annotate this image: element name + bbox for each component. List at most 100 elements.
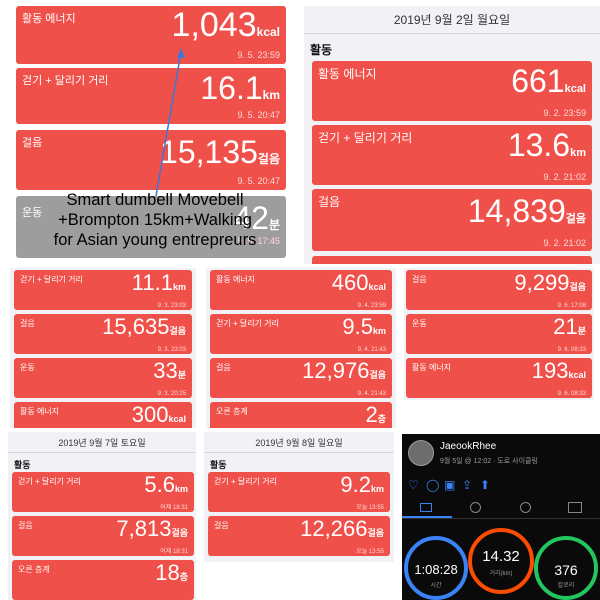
card-time: 9. 2. 21:02 xyxy=(543,172,586,182)
card-value: 18층 xyxy=(155,560,188,585)
card-steps[interactable]: 걸음 12,266걸음 오늘 13:55 xyxy=(208,516,390,556)
card-active-energy[interactable]: 활동 에너지 1,043kcal 9. 5. 23:59 xyxy=(16,6,286,64)
card-value: 9.2km xyxy=(340,472,384,497)
heart-icon[interactable]: ♡ xyxy=(408,478,419,492)
card-time: 오늘 13:55 xyxy=(356,505,384,511)
card-flights[interactable]: 오른 층계 18층 xyxy=(12,560,194,600)
calories-label: 칼로리 xyxy=(557,583,575,589)
panel-sep8: 2019년 9월 8일 일요일 활동 걷기 + 달리기 거리 9.2km 오늘 … xyxy=(204,432,394,562)
divider xyxy=(304,33,600,34)
card-label: 걷기 + 달리기 거리 xyxy=(214,477,277,486)
panel-sep4: 활동 에너지 460kcal 9. 4. 23:59 걷기 + 달리기 거리 9… xyxy=(206,268,396,428)
athlete-name[interactable]: JaeookRhee xyxy=(440,441,497,452)
card-time: 9. 3. 23:03 xyxy=(157,347,186,353)
share-icon[interactable]: ⇪ xyxy=(462,478,473,492)
card-time: 9. 2. 23:59 xyxy=(543,108,586,118)
card-label: 오른 층계 xyxy=(18,565,50,574)
card-value: 15,135걸음 xyxy=(160,134,280,170)
tab-analysis[interactable] xyxy=(552,498,600,518)
card-label: 걷기 + 달리기 거리 xyxy=(22,75,109,87)
date-header: 2019년 9월 8일 일요일 xyxy=(255,438,343,448)
card-steps[interactable]: 걸음 15,635걸음 9. 3. 23:03 xyxy=(14,314,192,354)
panel-sep2: 2019년 9월 2일 월요일 활동 활동 에너지 661kcal 9. 2. … xyxy=(304,6,600,264)
card-value: 11.1km xyxy=(131,270,186,295)
card-active-energy[interactable]: 활동 에너지 193kcal 9. 6. 08:33 xyxy=(406,358,592,398)
card-active-energy[interactable]: 활동 에너지 300kcal xyxy=(14,402,192,428)
card-active-energy[interactable]: 활동 에너지 460kcal 9. 4. 23:59 xyxy=(210,270,392,310)
card-time: 9. 4. 23:59 xyxy=(357,303,386,309)
card-time: 9. 4. 21:43 xyxy=(357,347,386,353)
card-distance[interactable]: 걷기 + 달리기 거리 16.1km 9. 5. 20:47 xyxy=(16,68,286,124)
camera-icon[interactable]: ▣ xyxy=(444,478,456,492)
card-label: 활동 에너지 xyxy=(20,407,60,416)
card-value: 9,299걸음 xyxy=(514,270,586,295)
card-steps[interactable]: 걸음 14,839걸음 9. 2. 21:02 xyxy=(312,189,592,251)
card-time: 9. 5. 23:59 xyxy=(237,50,280,60)
card-value: 13.6km xyxy=(507,127,586,163)
card-label: 걸음 xyxy=(318,195,341,209)
card-value: 21분 xyxy=(553,314,586,339)
card-label: 운동 xyxy=(22,207,43,219)
card-value: 9.5km xyxy=(342,314,386,339)
section-title: 활동 xyxy=(14,460,31,470)
calories-ring xyxy=(534,536,598,600)
card-time: 어제 18:31 xyxy=(160,505,188,511)
card-value: 1,043kcal xyxy=(171,6,280,44)
card-value: 193kcal xyxy=(531,358,586,383)
card-label: 오른 층계 xyxy=(216,407,248,416)
card-steps[interactable]: 걸음 7,813걸음 어제 18:31 xyxy=(12,516,194,556)
card-time: 오늘 13:55 xyxy=(356,549,384,555)
upload-icon[interactable]: ⬆ xyxy=(480,478,491,492)
card-label: 걸음 xyxy=(22,137,43,149)
card-label: 걸음 xyxy=(216,363,231,372)
divider xyxy=(8,452,196,453)
card-label: 걷기 + 달리기 거리 xyxy=(318,131,413,145)
card-label: 활동 에너지 xyxy=(22,13,76,25)
card-exercise[interactable]: 운동 42분 9. 5. 17:45 xyxy=(16,196,286,258)
card-flights[interactable]: 오른 층계 2층 xyxy=(210,402,392,428)
card-distance[interactable]: 걷기 + 달리기 거리 13.6km 9. 2. 21:02 xyxy=(312,125,592,185)
card-exercise[interactable]: 운동 21분 9. 6. 08:33 xyxy=(406,314,592,354)
panel-sep3: 걷기 + 달리기 거리 11.1km 9. 3. 23:03 걸음 15,635… xyxy=(10,268,196,428)
date-header: 2019년 9월 7일 토요일 xyxy=(58,438,146,448)
date-header: 2019년 9월 2일 월요일 xyxy=(393,13,511,27)
card-active-energy[interactable]: 활동 에너지 661kcal 9. 2. 23:59 xyxy=(312,61,592,121)
card-time: 9. 3. 20:25 xyxy=(157,391,186,397)
card-steps[interactable]: 걸음 9,299걸음 9. 6. 17:08 xyxy=(406,270,592,310)
card-steps[interactable]: 걸음 15,135걸음 9. 5. 20:47 xyxy=(16,130,286,190)
activity-meta: 9월 5일 @ 12:02 · 도로 사이클링 xyxy=(440,458,538,465)
time-value: 1:08:28 xyxy=(414,562,458,577)
card-value: 15,635걸음 xyxy=(102,314,186,339)
annotation-text: Smart dumbell Movebell +Brompton 15km+Wa… xyxy=(30,190,280,250)
card-value: 460kcal xyxy=(331,270,386,295)
tab-bar xyxy=(402,498,600,519)
card-exercise[interactable]: 운동 33분 9. 3. 20:25 xyxy=(14,358,192,398)
card-label: 걸음 xyxy=(18,521,33,530)
card-value: 14,839걸음 xyxy=(467,193,586,229)
tab-splits[interactable] xyxy=(502,498,552,518)
card-steps[interactable]: 걸음 12,976걸음 9. 4. 21:43 xyxy=(210,358,392,398)
card-distance[interactable]: 걷기 + 달리기 거리 9.2km 오늘 13:55 xyxy=(208,472,390,512)
pulse-icon xyxy=(568,502,582,513)
card-label: 운동 xyxy=(412,319,427,328)
card-value: 2층 xyxy=(365,402,386,427)
card-label: 걸음 xyxy=(412,275,427,284)
card-label: 운동 xyxy=(20,363,35,372)
card-label: 걷기 + 달리기 거리 xyxy=(18,477,81,486)
panel-sep5: 활동 에너지 1,043kcal 9. 5. 23:59 걷기 + 달리기 거리… xyxy=(0,0,296,265)
tab-segments[interactable] xyxy=(452,498,502,518)
card-value: 661kcal xyxy=(511,63,586,99)
avatar[interactable] xyxy=(408,440,434,466)
card-distance[interactable]: 걷기 + 달리기 거리 9.5km 9. 4. 21:43 xyxy=(210,314,392,354)
distance-label: 거리(km) xyxy=(489,571,513,577)
card-label: 걸음 xyxy=(20,319,35,328)
tab-overview[interactable] xyxy=(402,498,452,518)
card-distance[interactable]: 걷기 + 달리기 거리 5.6km 어제 18:31 xyxy=(12,472,194,512)
card-time: 9. 6. 08:33 xyxy=(557,391,586,397)
card-value: 12,266걸음 xyxy=(300,516,384,541)
comment-icon[interactable]: ◯ xyxy=(426,478,440,492)
card-value: 42분 xyxy=(233,200,280,236)
annotation-line: +Brompton 15km+Walking xyxy=(58,211,252,229)
card-distance[interactable]: 걷기 + 달리기 거리 11.1km 9. 3. 23:03 xyxy=(14,270,192,310)
card-value: 12,976걸음 xyxy=(302,358,386,383)
